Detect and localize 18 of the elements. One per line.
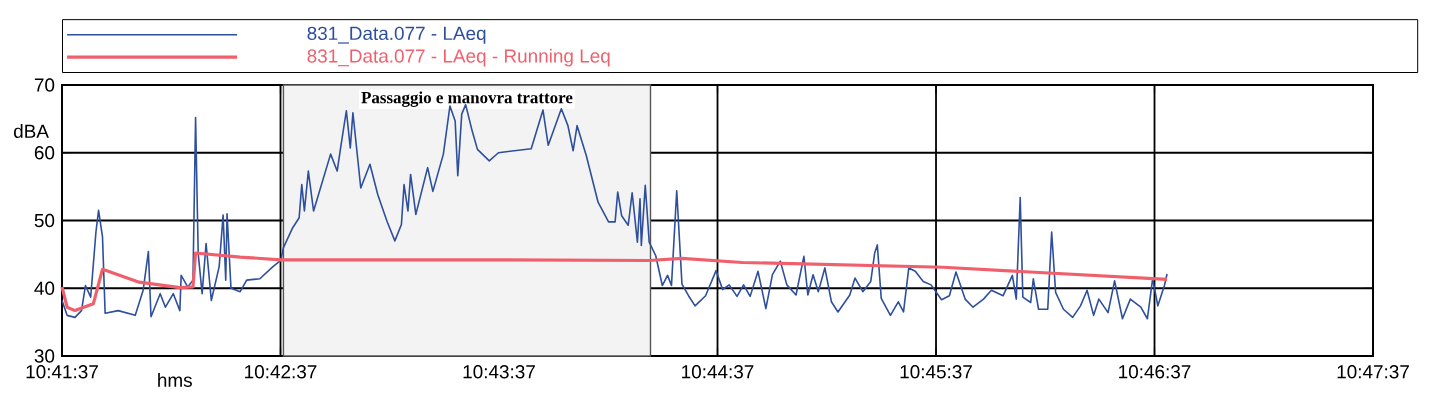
text: 831_Data.077 - LAeq bbox=[307, 26, 486, 44]
x-tick-label: 10:46:37 bbox=[1119, 365, 1191, 379]
x-tick-label: 10:44:37 bbox=[682, 365, 754, 379]
x-tick-label: 10:47:37 bbox=[1337, 365, 1409, 379]
y-tick-label: 30 bbox=[34, 349, 55, 363]
y-tick-label: 40 bbox=[34, 281, 55, 295]
y-tick-label: 50 bbox=[34, 213, 55, 228]
band-label: Passaggio e manovra trattore bbox=[361, 91, 573, 107]
x-axis-title: hms bbox=[158, 373, 192, 387]
y-tick-label: 70 bbox=[34, 78, 55, 92]
line-series bbox=[60, 251, 1169, 313]
x-tick-label: 10:43:37 bbox=[463, 365, 535, 379]
text: 831_Data.077 - LAeq - Running Leq bbox=[307, 48, 610, 67]
y-tick-label: 60 bbox=[34, 146, 55, 160]
y-axis-title: dBA bbox=[13, 124, 49, 139]
x-tick-label: 10:42:37 bbox=[245, 365, 317, 379]
x-tick-label: 10:45:37 bbox=[900, 365, 972, 379]
x-tick-label: 10:41:37 bbox=[26, 365, 98, 379]
